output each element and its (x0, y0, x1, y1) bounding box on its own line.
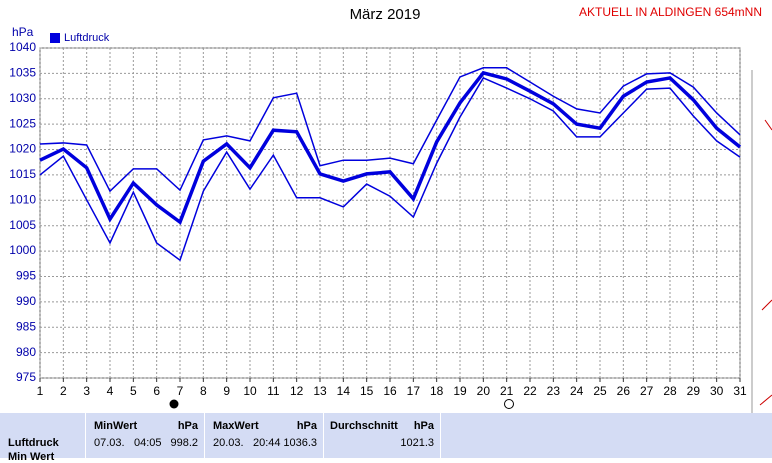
y-tick-label: 1040 (9, 40, 36, 54)
x-tick-label: 24 (570, 384, 584, 398)
value: 998.2 (170, 437, 198, 449)
y-tick-label: 1020 (9, 142, 36, 156)
time: 04:05 (134, 437, 162, 449)
col-title: MinWert (94, 420, 138, 432)
row-label: Min Wert (8, 451, 55, 463)
y-tick-label: 1015 (9, 167, 36, 181)
side-decor (759, 119, 772, 406)
col-unit: hPa (177, 420, 198, 432)
x-tick-label: 27 (640, 384, 654, 398)
x-tick-label: 21 (500, 384, 514, 398)
moon-new (169, 399, 179, 409)
y-tick-label: 1010 (9, 192, 36, 206)
col-unit: hPa (296, 420, 317, 432)
x-tick-label: 22 (523, 384, 537, 398)
y-tick-label: 985 (16, 319, 36, 333)
x-tick-label: 7 (177, 384, 184, 398)
y-tick-label: 995 (16, 269, 36, 283)
y-tick-label: 1025 (9, 116, 36, 130)
cell: MinWert hPa 07.03. 04:05 998.2 (86, 413, 205, 458)
x-tick-label: 29 (687, 384, 701, 398)
col-title: MaxWert (213, 420, 259, 432)
y-tick-label: 980 (16, 345, 36, 359)
date: 07.03. (94, 437, 125, 449)
x-tick-label: 13 (313, 384, 327, 398)
y-tick-label: 1030 (9, 91, 36, 105)
cell: MaxWert hPa 20.03. 20:44 1036.3 (205, 413, 324, 458)
y-tick-label: 975 (16, 370, 36, 384)
legend-label: Luftdruck (64, 32, 110, 44)
value: 1021.3 (400, 437, 434, 449)
row-label: Luftdruck (8, 437, 59, 449)
y-axis-label: hPa (12, 25, 34, 39)
data-line (39, 70, 742, 225)
x-tick-label: 19 (453, 384, 467, 398)
x-tick-label: 20 (477, 384, 491, 398)
y-tick-label: 1000 (9, 243, 36, 257)
col-unit: hPa (413, 420, 434, 432)
x-tick-label: 30 (710, 384, 724, 398)
cell: Durchschnitt hPa 1021.3 (324, 413, 441, 458)
x-tick-label: 25 (593, 384, 607, 398)
x-tick-label: 10 (243, 384, 257, 398)
x-tick-label: 1 (37, 384, 44, 398)
x-tick-label: 8 (200, 384, 207, 398)
col-title: Durchschnitt (330, 420, 398, 432)
x-tick-label: 31 (733, 384, 747, 398)
row-label-cell: Luftdruck Min Wert (0, 413, 86, 463)
x-tick-label: 16 (383, 384, 397, 398)
x-tick-label: 28 (663, 384, 677, 398)
x-tick-label: 15 (360, 384, 374, 398)
x-tick-label: 4 (107, 384, 114, 398)
x-tick-label: 17 (407, 384, 421, 398)
x-tick-label: 6 (153, 384, 160, 398)
x-tick-label: 2 (60, 384, 67, 398)
x-tick-label: 23 (547, 384, 561, 398)
time: 20:44 (253, 437, 281, 449)
data-line (39, 77, 741, 262)
x-tick-label: 3 (83, 384, 90, 398)
value: 1036.3 (283, 437, 317, 449)
x-tick-label: 11 (267, 384, 280, 398)
data-line (39, 67, 741, 193)
summary-table: Luftdruck Min Wert MinWert hPa 07.03. 04… (0, 413, 772, 463)
date: 20.03. (213, 437, 244, 449)
chart-title: März 2019 (350, 6, 421, 23)
moon-full (504, 399, 514, 409)
chart: März 2019 AKTUELL IN ALDINGEN 654mNN hPa… (9, 5, 772, 413)
y-tick-label: 990 (16, 294, 36, 308)
x-tick-label: 9 (223, 384, 230, 398)
x-tick-label: 18 (430, 384, 444, 398)
x-tick-label: 26 (617, 384, 631, 398)
x-tick-label: 12 (290, 384, 304, 398)
y-tick-label: 1005 (9, 218, 36, 232)
annotation: AKTUELL IN ALDINGEN 654mNN (579, 5, 762, 19)
legend-swatch (50, 33, 60, 43)
x-tick-label: 14 (337, 384, 351, 398)
x-tick-label: 5 (130, 384, 137, 398)
y-tick-label: 1035 (9, 66, 36, 80)
